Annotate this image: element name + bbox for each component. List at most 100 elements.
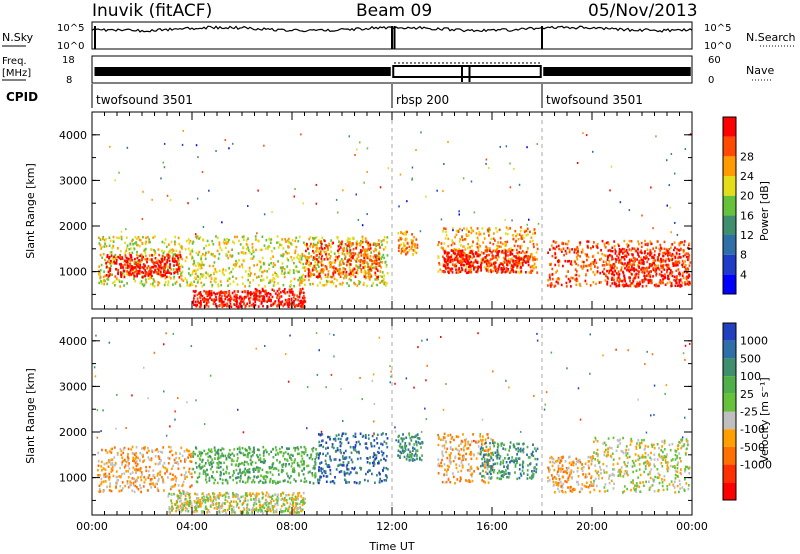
data-cell bbox=[276, 296, 278, 299]
data-cell bbox=[157, 462, 160, 466]
data-cell bbox=[369, 247, 372, 250]
data-cell bbox=[144, 269, 147, 272]
data-cell bbox=[645, 266, 648, 270]
data-cell bbox=[294, 511, 296, 514]
data-cell bbox=[192, 452, 195, 455]
data-cell bbox=[135, 241, 137, 244]
data-cell bbox=[223, 273, 226, 277]
data-cell bbox=[153, 271, 155, 274]
data-cell bbox=[531, 255, 534, 259]
data-cell bbox=[230, 297, 233, 300]
data-cell bbox=[494, 239, 496, 242]
data-cell bbox=[607, 254, 610, 258]
data-cell bbox=[364, 265, 367, 268]
data-cell bbox=[293, 470, 296, 474]
data-cell bbox=[242, 480, 244, 483]
data-cell bbox=[406, 241, 409, 245]
data-cell bbox=[662, 264, 665, 267]
data-cell bbox=[452, 250, 455, 253]
data-cell bbox=[436, 189, 438, 192]
data-cell bbox=[247, 274, 250, 278]
data-cell bbox=[644, 243, 647, 246]
data-cell bbox=[534, 231, 536, 235]
data-cell bbox=[101, 448, 103, 452]
data-cell bbox=[521, 261, 524, 265]
data-cell bbox=[182, 508, 185, 511]
data-cell bbox=[601, 264, 604, 267]
data-cell bbox=[156, 487, 159, 490]
data-cell bbox=[678, 256, 681, 259]
data-cell bbox=[146, 260, 148, 264]
data-cell bbox=[167, 462, 170, 465]
data-cell bbox=[662, 258, 665, 262]
data-cell bbox=[201, 501, 204, 504]
data-cell bbox=[288, 497, 291, 500]
data-cell bbox=[135, 445, 138, 449]
data-cell bbox=[505, 268, 508, 272]
data-cell bbox=[574, 278, 577, 281]
data-cell bbox=[314, 236, 316, 240]
data-cell bbox=[199, 500, 202, 503]
data-cell bbox=[355, 260, 358, 263]
data-cell bbox=[263, 458, 265, 461]
data-cell bbox=[277, 493, 280, 496]
data-cell bbox=[586, 269, 589, 272]
data-cell bbox=[150, 457, 153, 460]
data-cell bbox=[613, 266, 615, 270]
data-cell bbox=[598, 281, 601, 284]
data-cell bbox=[129, 483, 132, 486]
data-cell bbox=[667, 265, 670, 268]
data-cell bbox=[184, 477, 186, 480]
data-cell bbox=[276, 499, 279, 502]
noise-right-label: N.Search bbox=[746, 31, 796, 44]
data-cell bbox=[205, 507, 208, 511]
freq-tick-top: 18 bbox=[62, 55, 75, 66]
data-cell bbox=[374, 260, 377, 264]
data-cell bbox=[142, 235, 144, 239]
data-cell bbox=[609, 189, 611, 192]
data-cell bbox=[259, 267, 262, 270]
data-cell bbox=[405, 252, 408, 255]
data-cell bbox=[145, 281, 148, 284]
data-cell bbox=[364, 237, 367, 240]
data-cell bbox=[144, 264, 146, 267]
data-cell bbox=[438, 263, 441, 266]
data-cell bbox=[504, 232, 507, 235]
data-cell bbox=[250, 272, 252, 275]
data-cell bbox=[286, 265, 289, 268]
data-cell bbox=[684, 267, 687, 271]
data-cell bbox=[167, 495, 170, 498]
data-cell bbox=[192, 301, 195, 304]
data-cell bbox=[225, 291, 228, 295]
data-cell bbox=[476, 227, 479, 230]
data-cell bbox=[139, 254, 142, 258]
data-cell bbox=[179, 459, 182, 463]
data-cell bbox=[367, 268, 370, 271]
data-cell bbox=[98, 281, 101, 285]
data-cell bbox=[176, 268, 179, 271]
data-cell bbox=[184, 248, 187, 251]
colorbar-swatch-6 bbox=[723, 156, 736, 176]
data-cell bbox=[232, 267, 234, 271]
data-cell bbox=[285, 240, 287, 243]
data-cell bbox=[224, 495, 227, 498]
data-cell bbox=[140, 490, 142, 494]
data-cell bbox=[281, 238, 284, 241]
data-cell bbox=[267, 299, 270, 302]
data-cell bbox=[143, 248, 146, 252]
data-cell bbox=[277, 469, 280, 472]
data-cell bbox=[372, 243, 375, 246]
data-cell bbox=[320, 246, 323, 249]
noise-tick-top: 10^5 bbox=[57, 23, 84, 34]
station-title: Inuvik (fitACF) bbox=[92, 1, 212, 21]
data-cell bbox=[200, 301, 202, 305]
data-cell bbox=[209, 497, 212, 500]
data-cell bbox=[151, 449, 153, 452]
data-cell bbox=[373, 250, 375, 253]
data-cell bbox=[120, 235, 123, 239]
data-cell bbox=[168, 506, 171, 509]
data-cell bbox=[622, 252, 624, 255]
data-cell bbox=[110, 447, 113, 451]
data-cell bbox=[225, 242, 228, 245]
data-cell bbox=[636, 258, 638, 261]
